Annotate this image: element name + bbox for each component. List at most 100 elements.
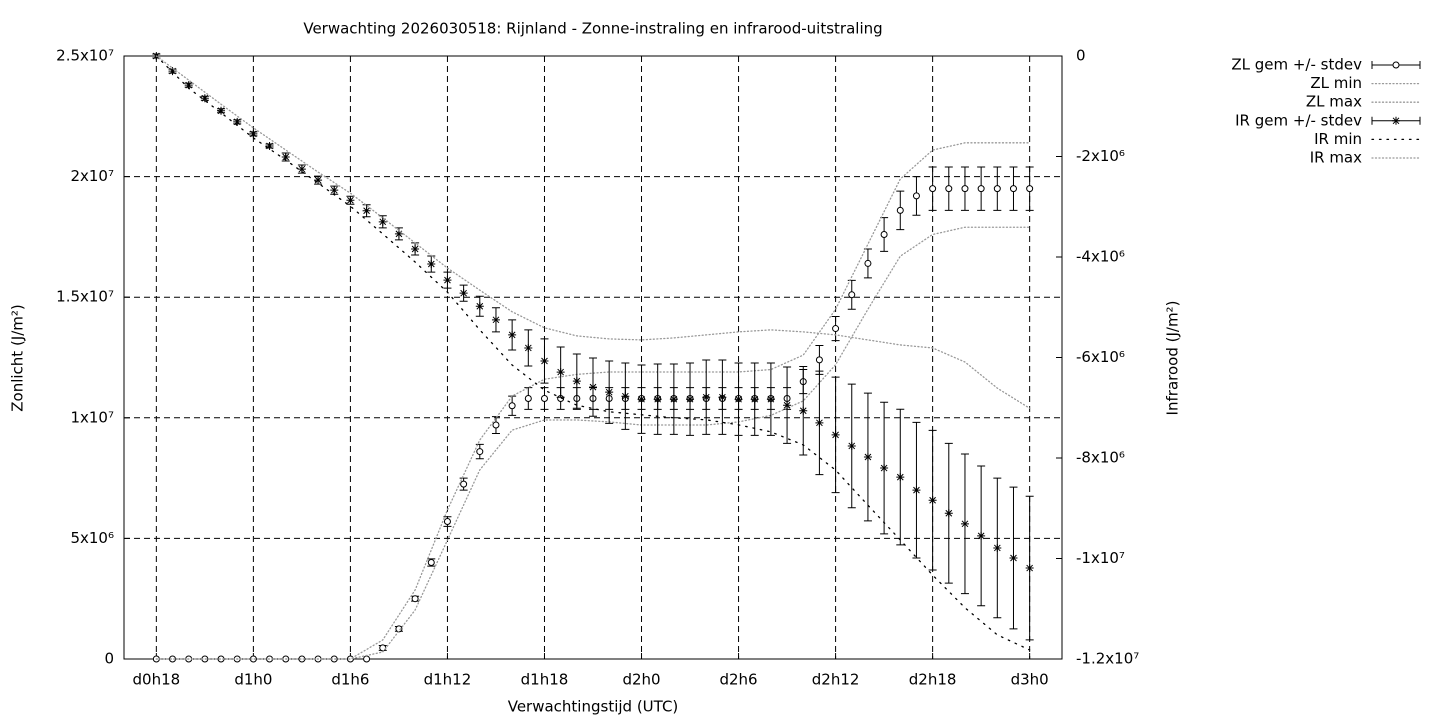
marker — [540, 357, 549, 366]
legend-label: ZL max — [1306, 93, 1362, 111]
marker — [492, 421, 500, 429]
marker — [443, 518, 451, 526]
marker — [572, 377, 581, 386]
y-axis-label: Zonlicht (J/m²) — [9, 304, 27, 412]
marker — [945, 185, 953, 193]
marker — [1025, 564, 1034, 573]
y-tick-label: 1.5x10⁷ — [56, 288, 114, 306]
x-tick-label: d2h18 — [909, 671, 957, 689]
legend-label: IR min — [1314, 130, 1362, 148]
series-line — [155, 55, 1031, 409]
marker — [864, 259, 872, 267]
marker — [524, 343, 533, 352]
marker — [912, 486, 921, 495]
marker — [556, 368, 565, 377]
y-tick-label: 1x10⁷ — [70, 408, 114, 426]
y2-tick-label: 0 — [1076, 47, 1086, 65]
marker — [702, 393, 711, 402]
marker — [977, 531, 986, 540]
x-tick-label: d2h12 — [812, 671, 860, 689]
marker — [411, 595, 419, 603]
marker — [815, 356, 823, 364]
y2-tick-label: -1.2x10⁷ — [1076, 650, 1139, 668]
marker — [977, 185, 985, 193]
chart-title: Verwachting 2026030518: Rijnland - Zonne… — [303, 20, 882, 38]
marker — [200, 94, 209, 103]
marker — [362, 206, 371, 215]
x-axis-label: Verwachtingstijd (UTC) — [508, 698, 679, 716]
marker — [411, 244, 420, 253]
y-tick-label: 2.5x10⁷ — [56, 47, 114, 65]
series-line — [155, 226, 1031, 660]
legend-marker — [1392, 61, 1400, 69]
marker — [815, 418, 824, 427]
legend-label: IR max — [1310, 149, 1362, 167]
marker — [783, 401, 792, 410]
marker — [281, 153, 290, 162]
marker — [427, 559, 435, 567]
marker — [330, 186, 339, 195]
marker — [540, 395, 548, 403]
marker — [960, 519, 969, 528]
marker — [993, 543, 1002, 552]
marker — [443, 276, 452, 285]
marker — [944, 509, 953, 518]
marker — [589, 383, 597, 392]
marker — [621, 392, 630, 401]
y-tick-label: 0 — [104, 650, 114, 668]
marker — [346, 196, 355, 205]
series-line — [155, 55, 1031, 651]
marker — [669, 395, 678, 404]
marker — [394, 229, 403, 238]
x-tick-label: d1h6 — [331, 671, 369, 689]
marker — [863, 452, 872, 461]
marker — [880, 464, 889, 473]
x-tick-label: d1h0 — [234, 671, 272, 689]
marker — [491, 315, 500, 324]
marker — [734, 395, 743, 404]
plot-frame — [123, 55, 1063, 660]
marker — [896, 473, 905, 482]
marker — [799, 406, 808, 415]
marker — [912, 192, 920, 200]
marker — [217, 106, 226, 115]
marker — [831, 430, 840, 439]
legend-label: IR gem +/- stdev — [1235, 111, 1362, 129]
marker — [1009, 185, 1017, 193]
marker — [233, 117, 242, 126]
marker — [1026, 185, 1034, 193]
marker — [993, 185, 1001, 193]
marker — [686, 395, 695, 404]
marker — [508, 402, 516, 410]
y2-tick-label: -2x10⁶ — [1076, 147, 1125, 165]
marker — [766, 395, 775, 404]
marker — [928, 496, 937, 505]
marker — [929, 185, 937, 193]
marker — [848, 291, 856, 299]
x-tick-label: d3h0 — [1011, 671, 1049, 689]
x-tick-label: d2h6 — [719, 671, 757, 689]
marker — [169, 655, 177, 663]
marker — [314, 176, 323, 185]
marker — [475, 302, 484, 311]
legend-label: ZL min — [1310, 74, 1362, 92]
marker — [896, 206, 904, 214]
marker — [378, 217, 387, 226]
y2-tick-label: -4x10⁶ — [1076, 248, 1125, 266]
y2-tick-label: -8x10⁶ — [1076, 449, 1125, 467]
x-tick-label: d1h18 — [521, 671, 569, 689]
marker — [750, 395, 759, 404]
y2-axis-label: Infrarood (J/m²) — [1164, 301, 1182, 416]
marker — [476, 448, 484, 456]
marker — [524, 395, 532, 403]
marker — [427, 260, 436, 269]
marker — [508, 330, 517, 339]
marker — [265, 141, 274, 150]
marker — [297, 165, 306, 174]
marker — [460, 480, 468, 488]
marker — [718, 393, 727, 402]
marker — [637, 395, 646, 404]
marker — [184, 81, 193, 90]
marker — [605, 388, 614, 397]
